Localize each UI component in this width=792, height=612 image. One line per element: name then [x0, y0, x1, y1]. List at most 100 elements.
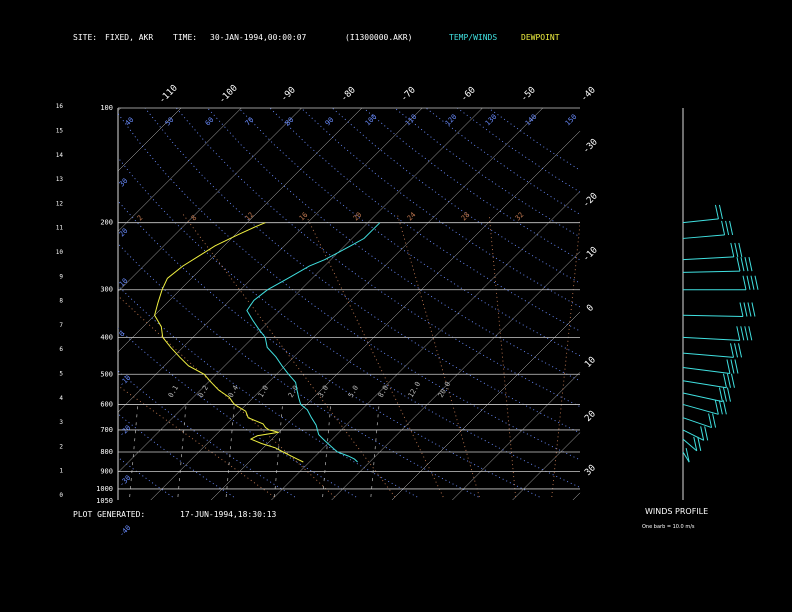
- height-km-label: 16: [56, 103, 64, 110]
- wind-barb: [682, 448, 690, 463]
- mixing-ratio-lines: [33, 404, 380, 498]
- height-km-label: 3: [59, 419, 63, 426]
- height-km-label: 4: [59, 395, 63, 402]
- pressure-label: 800: [100, 448, 113, 456]
- pressure-label: 300: [100, 286, 113, 294]
- wind-barb: [682, 373, 735, 389]
- moist-adiabat-label: 16: [298, 211, 310, 223]
- moist-adiabat-label: 24: [406, 211, 418, 223]
- legend-dewpoint: DEWPOINT: [521, 33, 560, 42]
- height-km-label: 0: [59, 492, 63, 499]
- temperature-tick-top: -70: [399, 85, 418, 104]
- wind-barb: [682, 359, 739, 374]
- mixing-ratio-line: [129, 404, 139, 498]
- wind-barb: [682, 204, 723, 224]
- wind-barb: [683, 275, 759, 291]
- moist-adiabat-line: [488, 214, 517, 498]
- mixing-ratio-label: 20.0: [437, 380, 452, 399]
- height-km-label: 8: [59, 298, 63, 305]
- pressure-label: 200: [100, 219, 113, 227]
- height-km-label: 13: [56, 176, 64, 183]
- dry-adiabat-line: [300, 108, 580, 308]
- temperature-tick-right: 10: [583, 355, 598, 370]
- site-label: SITE:: [73, 33, 98, 42]
- mixing-ratio-label: 1.0: [257, 384, 270, 399]
- moist-adiabat-label: 8: [190, 214, 199, 223]
- temperature-tick-top: -80: [339, 85, 358, 104]
- isotherm-line: [391, 311, 581, 501]
- moist-adiabat-line: [396, 214, 480, 498]
- mixing-ratio-label: 8.0: [377, 384, 390, 399]
- dry-adiabat-label: 80: [284, 116, 296, 128]
- moist-adiabat-line: [305, 214, 444, 498]
- wind-barb: [682, 220, 734, 239]
- isotherm-line: [452, 372, 581, 501]
- mixing-ratio-label: 3.0: [317, 384, 330, 399]
- isotherm-line: [512, 432, 581, 501]
- temperature-tick-top: -50: [519, 85, 538, 104]
- plot-generated-value: 17-JUN-1994,18:30:13: [180, 510, 277, 519]
- moist-adiabat-line: [551, 219, 580, 498]
- wind-barb: [682, 436, 702, 452]
- file-name: (I1300000.AKR): [345, 33, 413, 42]
- height-km-label: 12: [56, 200, 64, 207]
- moist-adiabat-label: 28: [460, 211, 472, 223]
- temperature-tick-right: 30: [583, 463, 598, 478]
- winds-profile-title: WINDS PROFILE: [645, 507, 709, 516]
- dry-adiabat-line: [118, 112, 580, 461]
- dry-adiabat-label: 130: [484, 113, 499, 128]
- height-km-label: 10: [56, 249, 64, 256]
- dry-adiabat-label: 30: [118, 177, 130, 189]
- dry-adiabat-label: 50: [164, 116, 176, 128]
- dry-adiabat-line: [456, 108, 580, 193]
- mixing-ratio-line: [322, 404, 332, 498]
- height-km-label: 15: [56, 128, 64, 135]
- wind-barb: [682, 413, 717, 429]
- wind-barb: [682, 343, 742, 358]
- temperature-tick-right: -10: [581, 245, 600, 264]
- dry-adiabat-line: [118, 156, 580, 488]
- legend-temp-winds: TEMP/WINDS: [449, 33, 498, 42]
- temperature-profile-line: [246, 222, 381, 463]
- mixing-ratio-label: 12.0: [407, 380, 422, 399]
- dry-adiabat-label: 100: [364, 113, 379, 128]
- moist-adiabat-label: 20: [352, 211, 364, 223]
- dry-adiabat-line: [332, 108, 580, 284]
- isotherm-line: [117, 107, 121, 111]
- wind-barb: [682, 242, 743, 261]
- isotherm-line: [150, 107, 543, 501]
- isotherm-line: [117, 107, 423, 413]
- temperature-tick-top: -110: [157, 83, 179, 105]
- height-km-label: 14: [56, 152, 64, 159]
- dewpoint-profile-line: [154, 222, 304, 463]
- dry-adiabat-line: [118, 285, 418, 498]
- dry-adiabat-label: 110: [404, 113, 419, 128]
- height-km-label: 9: [59, 273, 63, 280]
- height-km-label: 7: [59, 322, 63, 329]
- moist-adiabat-label: 12: [244, 211, 256, 223]
- temperature-tick-top: -90: [279, 85, 298, 104]
- dry-adiabat-line: [238, 108, 580, 357]
- mixing-ratio-line: [33, 404, 41, 497]
- wind-barb: [682, 400, 727, 415]
- pressure-label: 400: [100, 333, 113, 341]
- dry-adiabat-label: 140: [524, 113, 539, 128]
- mixing-ratio-line: [177, 404, 187, 498]
- pressure-label: 700: [100, 426, 113, 434]
- mixing-ratio-label: 0.1: [167, 384, 180, 399]
- dry-adiabat-line: [363, 108, 580, 261]
- dry-adiabat-line: [488, 108, 580, 171]
- pressure-label: 900: [100, 467, 113, 475]
- temperature-tick-top: -60: [459, 85, 478, 104]
- moist-adiabat-line: [588, 214, 673, 497]
- isotherm-line: [117, 107, 242, 232]
- temperature-tick-right: -30: [581, 137, 600, 156]
- dry-adiabat-label: 90: [324, 116, 336, 128]
- dry-adiabat-line: [207, 108, 580, 382]
- dry-adiabat-label: 120: [444, 113, 459, 128]
- dry-adiabat-label: 10: [118, 277, 130, 289]
- dry-adiabat-line: [118, 243, 479, 498]
- moist-adiabat-label: 32: [514, 211, 526, 223]
- mixing-ratio-label: 5.0: [347, 384, 360, 399]
